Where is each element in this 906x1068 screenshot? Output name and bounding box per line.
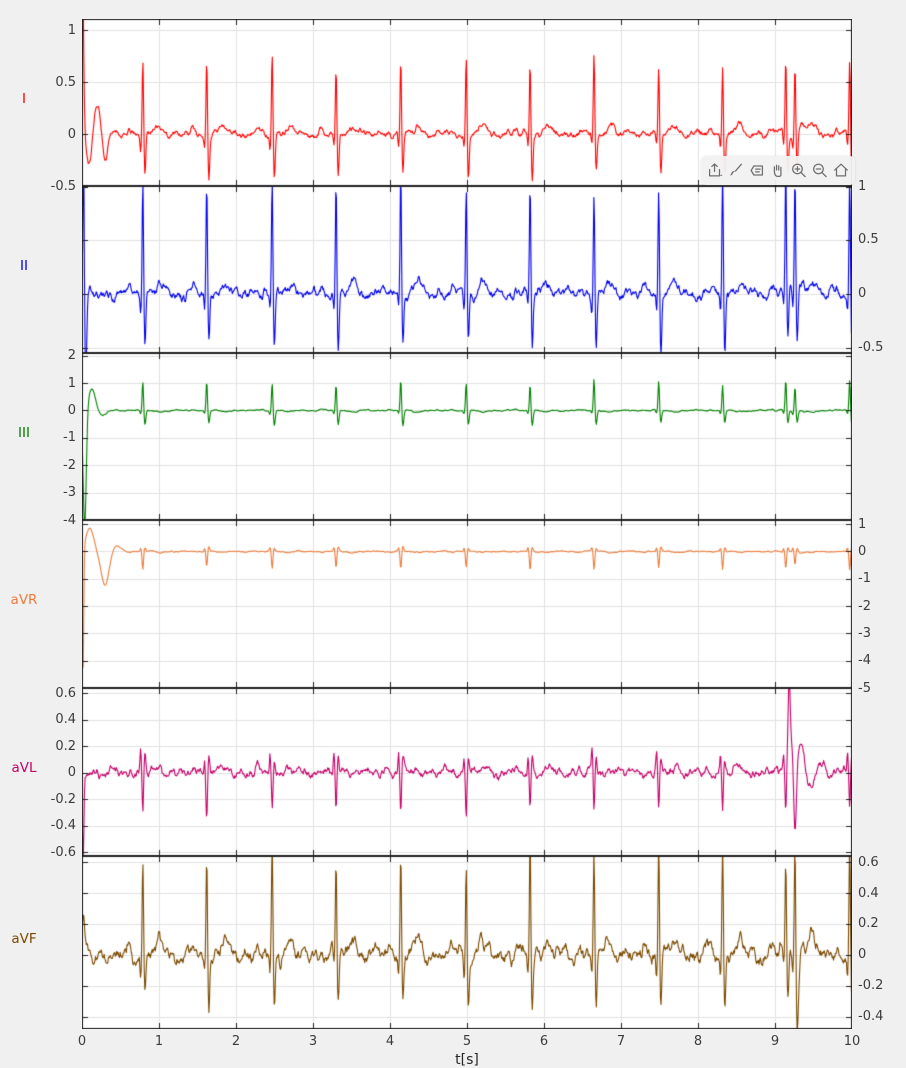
x-tick-label: 0 — [77, 1034, 87, 1049]
lead-label-II: II — [20, 257, 28, 274]
lead-label-aVR: aVR — [10, 592, 38, 608]
x-tick-label: 6 — [539, 1034, 549, 1049]
lead-label-aVF: aVF — [11, 930, 37, 947]
y-tick-label-aVL: -0.6 — [50, 844, 76, 860]
y-tick-label-II: 1 — [858, 178, 867, 194]
y-tick-label-aVL: -0.2 — [50, 791, 76, 807]
axes-aVR — [82, 520, 852, 688]
plot-canvas-aVL[interactable] — [82, 688, 852, 856]
plot-canvas-aVF[interactable] — [82, 856, 852, 1029]
x-tick-label: 1 — [154, 1034, 164, 1049]
y-tick-label-I: 0.5 — [55, 74, 76, 90]
axes-aVF — [82, 856, 852, 1029]
y-tick-label-II: 0 — [858, 286, 867, 302]
zoom-in-button[interactable] — [789, 158, 809, 183]
y-tick-label-aVF: -0.4 — [858, 1009, 884, 1025]
zoom-in-icon — [792, 163, 806, 178]
y-tick-label-III: 2 — [67, 348, 76, 364]
y-tick-label-aVL: 0.4 — [55, 712, 76, 728]
lead-label-I: I — [22, 90, 26, 107]
y-tick-label-aVL: 0.2 — [55, 738, 76, 754]
x-tick-label: 4 — [385, 1034, 395, 1049]
y-tick-label-II: 0.5 — [858, 232, 879, 248]
x-tick-label: 10 — [843, 1034, 861, 1049]
home-icon — [834, 163, 848, 177]
lead-label-III: III — [18, 424, 30, 441]
x-tick-label: 7 — [616, 1034, 626, 1049]
y-tick-label-aVF: 0.4 — [858, 885, 879, 901]
y-tick-label-III: -3 — [63, 485, 76, 501]
axes-toolbar — [701, 156, 855, 185]
pan-hand-icon — [773, 164, 782, 177]
y-tick-label-aVL: 0.6 — [55, 685, 76, 701]
x-tick-label: 2 — [231, 1034, 241, 1049]
x-axis-label: t[s] — [455, 1052, 479, 1068]
plot-canvas-aVR[interactable] — [82, 520, 852, 688]
x-tick-label: 9 — [770, 1034, 780, 1049]
y-tick-label-I: 1 — [67, 22, 76, 38]
export-button[interactable] — [705, 158, 725, 183]
y-tick-label-III: 0 — [67, 402, 76, 418]
zoom-out-icon — [813, 163, 827, 178]
y-tick-label-aVR: -5 — [858, 680, 871, 696]
axes-II — [82, 186, 852, 353]
y-tick-label-aVR: -4 — [858, 653, 871, 669]
pan-button[interactable] — [768, 158, 788, 183]
y-tick-label-III: 1 — [67, 375, 76, 391]
restore-view-button[interactable] — [831, 158, 851, 183]
y-tick-label-aVF: 0.2 — [858, 916, 879, 932]
brush-button[interactable] — [726, 158, 746, 183]
x-tick-label: 5 — [462, 1034, 472, 1049]
brush-icon — [729, 163, 743, 176]
y-tick-label-III: -4 — [63, 512, 76, 528]
datatip-icon — [750, 165, 764, 176]
y-tick-label-aVF: 0 — [858, 947, 867, 963]
y-tick-label-aVR: -2 — [858, 598, 871, 614]
zoom-out-button[interactable] — [810, 158, 830, 183]
y-tick-label-aVF: -0.2 — [858, 978, 884, 994]
axes-III — [82, 353, 852, 520]
x-tick-label: 3 — [308, 1034, 318, 1049]
plot-canvas-III[interactable] — [82, 353, 852, 520]
y-tick-label-III: -2 — [63, 457, 76, 473]
y-tick-label-aVR: -1 — [858, 571, 871, 587]
y-tick-label-aVR: 1 — [858, 516, 867, 532]
y-tick-label-aVF: 0.6 — [858, 854, 879, 870]
y-tick-label-aVR: -3 — [858, 625, 871, 641]
y-tick-label-I: 0 — [67, 126, 76, 142]
x-tick-label: 8 — [693, 1034, 703, 1049]
y-tick-label-aVL: 0 — [67, 765, 76, 781]
y-tick-label-I: -0.5 — [50, 178, 76, 194]
y-tick-label-III: -1 — [63, 430, 76, 446]
y-tick-label-aVR: 0 — [858, 543, 867, 559]
lead-label-aVL: aVL — [11, 760, 37, 776]
datatips-button[interactable] — [747, 158, 767, 183]
plot-canvas-II[interactable] — [82, 186, 852, 353]
y-tick-label-II: -0.5 — [858, 340, 884, 356]
axes-aVL — [82, 688, 852, 856]
export-icon — [708, 163, 723, 177]
y-tick-label-aVL: -0.4 — [50, 818, 76, 834]
